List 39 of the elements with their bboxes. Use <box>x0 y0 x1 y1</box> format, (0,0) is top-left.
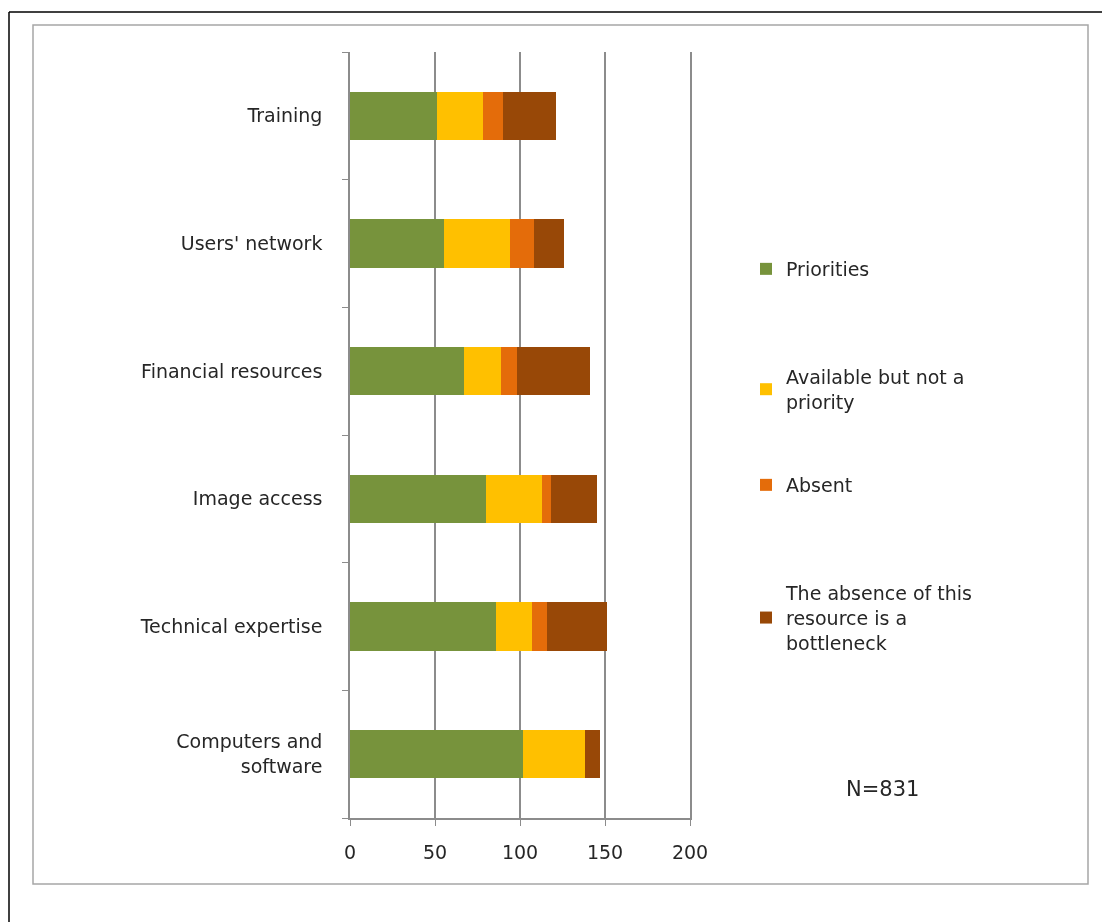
bar <box>496 602 532 651</box>
bar <box>350 346 464 396</box>
y-tick-label: Computers and software <box>176 730 323 778</box>
bar <box>350 474 486 524</box>
bar <box>509 219 534 268</box>
y-tick-label: Training <box>246 104 323 127</box>
bar <box>350 602 497 651</box>
bar <box>533 219 565 268</box>
bar <box>531 602 548 651</box>
y-tick-label: Technical expertise <box>139 615 323 638</box>
bar <box>584 729 600 779</box>
legend-label: Priorities <box>786 258 870 281</box>
legend-label: Absent <box>786 474 853 497</box>
bar <box>443 219 510 268</box>
y-tick-label: Users' network <box>180 232 323 255</box>
x-tick-label: 150 <box>586 840 624 863</box>
bar <box>503 91 556 141</box>
text: N=831 <box>846 777 920 801</box>
x-tick-label: 200 <box>671 840 709 863</box>
bar <box>547 602 607 651</box>
legend-label: The absence of this resource is a bottleneck <box>785 582 972 654</box>
bar <box>550 474 597 524</box>
bar <box>542 474 551 524</box>
bar <box>501 346 517 396</box>
legend-label: Available but not a priority <box>786 366 965 413</box>
bar <box>523 729 585 779</box>
bar <box>482 91 503 141</box>
bar <box>350 729 524 779</box>
y-tick-label: Image access <box>192 487 323 510</box>
bar <box>436 91 483 141</box>
x-tick-label: 0 <box>343 840 357 863</box>
x-tick-label: 100 <box>501 840 539 863</box>
x-tick-label: 50 <box>422 840 448 863</box>
y-tick-label: Financial resources <box>141 359 323 382</box>
bar <box>516 346 590 396</box>
bar <box>350 91 437 141</box>
bar <box>486 474 543 524</box>
bar <box>350 219 444 268</box>
bar <box>463 346 502 396</box>
